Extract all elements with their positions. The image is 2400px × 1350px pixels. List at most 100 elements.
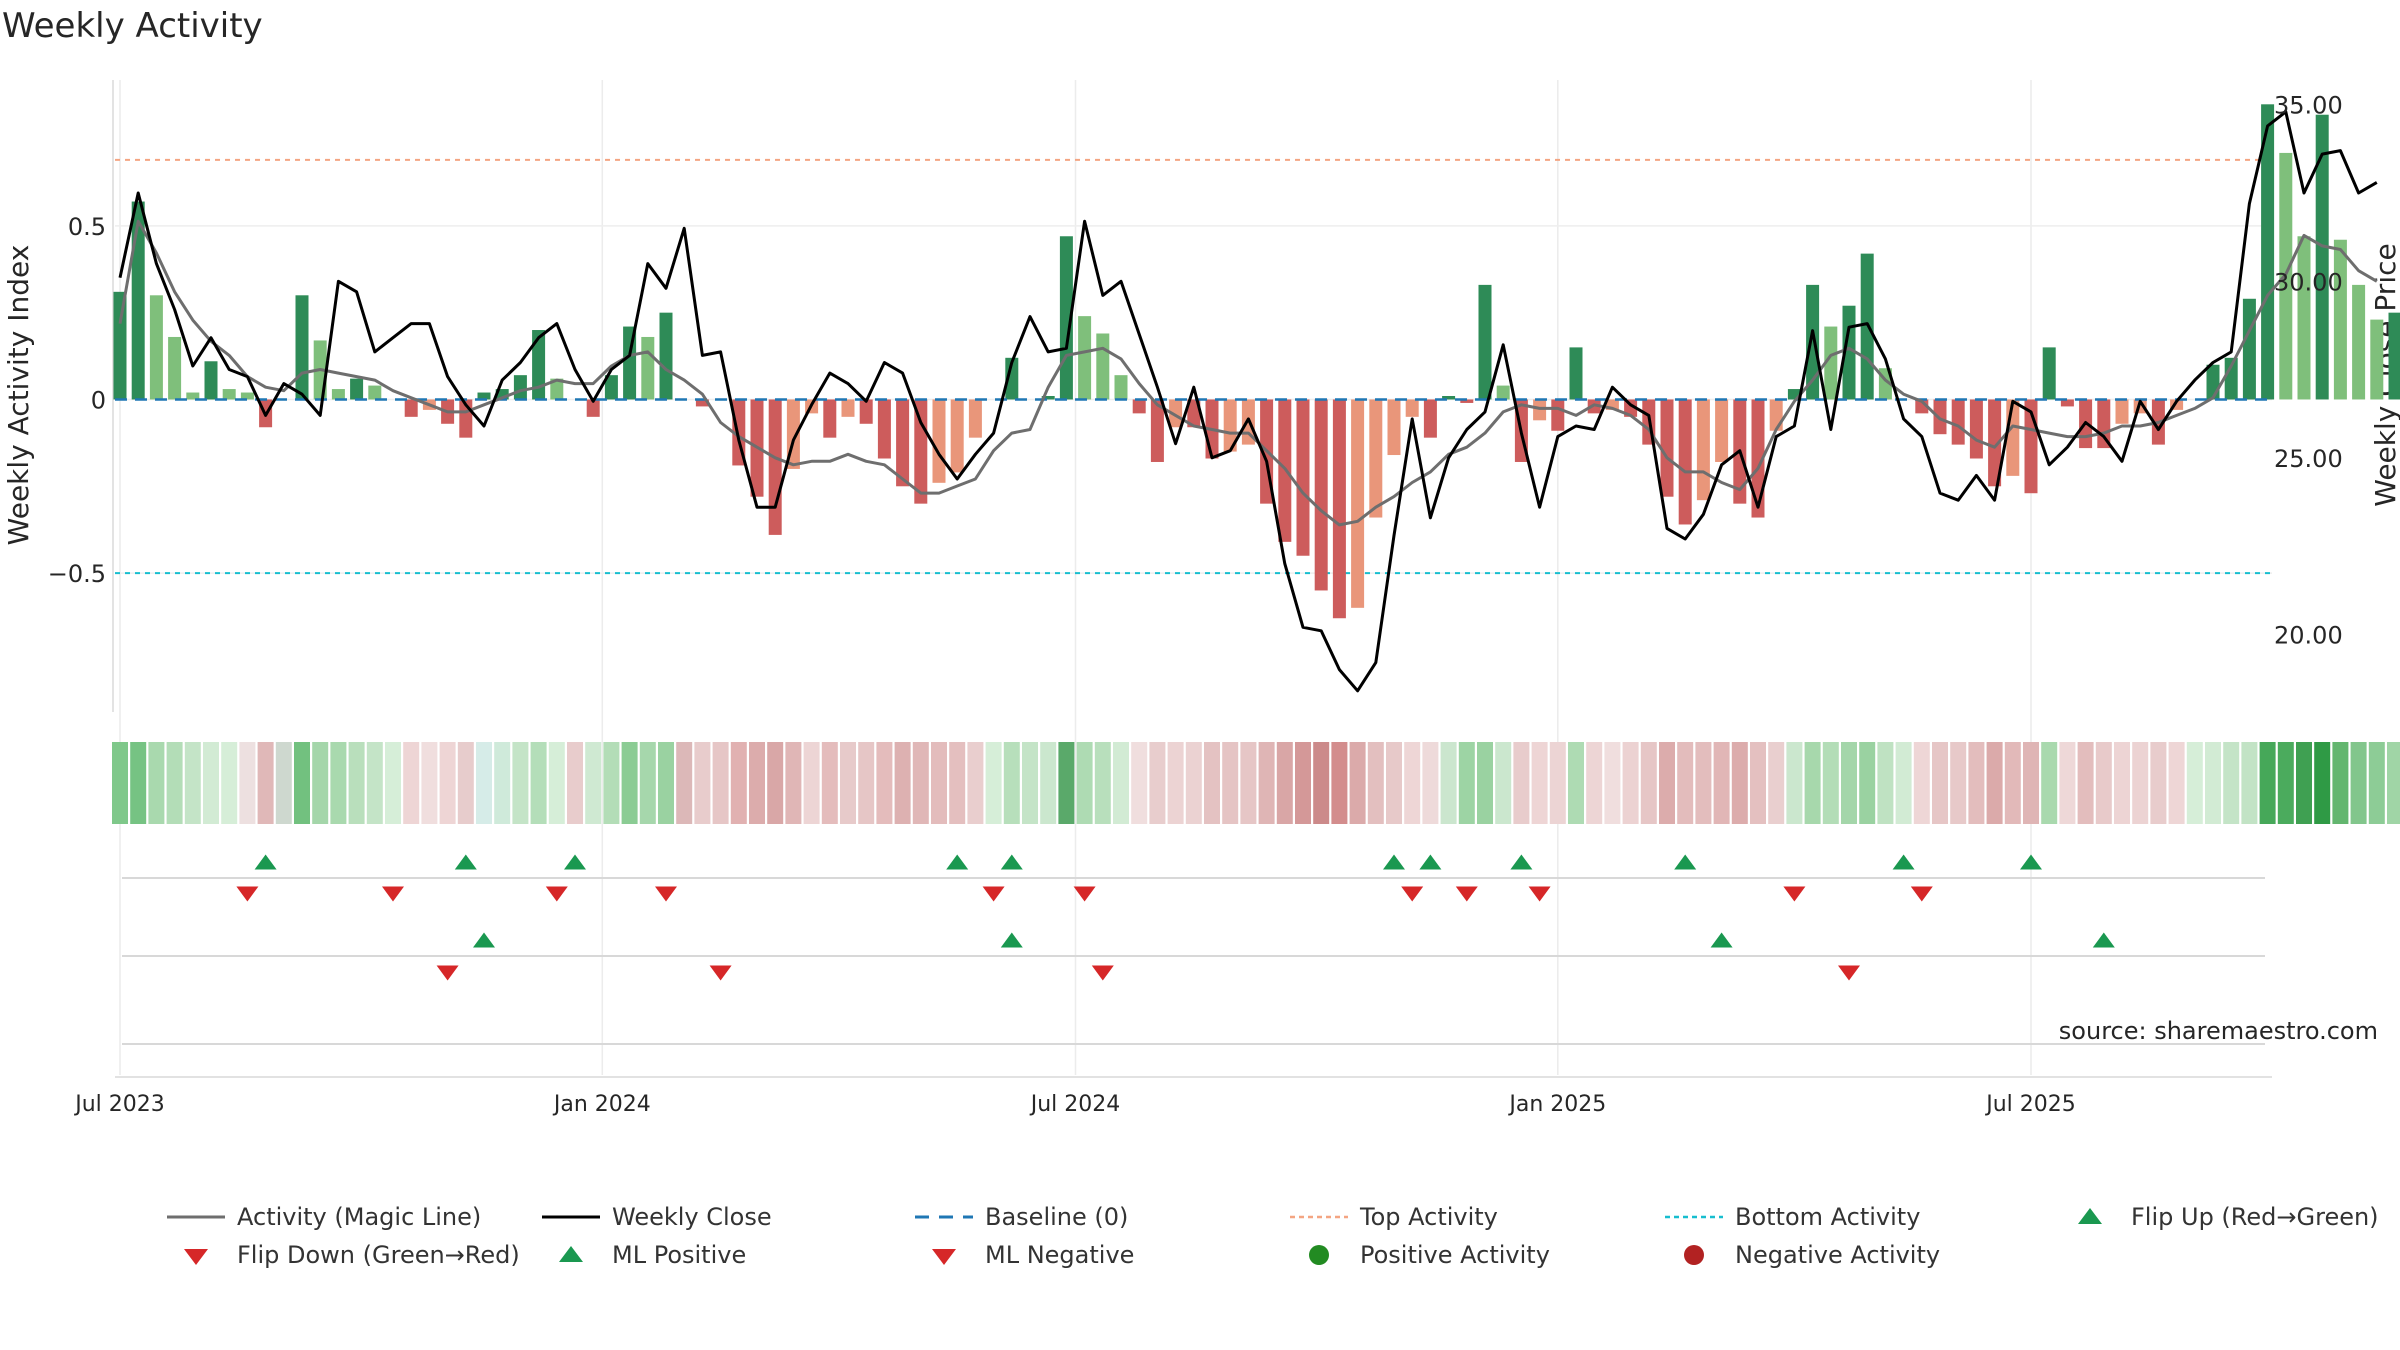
activity-bar: [896, 399, 910, 487]
x-tick-label: Jul 2023: [73, 1092, 165, 1117]
strip-cell: [1076, 742, 1093, 824]
strip-cell: [457, 742, 474, 824]
activity-bar: [1787, 389, 1801, 400]
activity-bar: [1988, 399, 2002, 487]
strip-cell: [639, 742, 656, 824]
strip-cell: [2186, 742, 2203, 824]
strip-cell: [1859, 742, 1876, 824]
strip-cell: [1204, 742, 1220, 824]
activity-bar: [1715, 399, 1729, 462]
strip-cell: [1495, 742, 1512, 824]
strip-cell: [840, 742, 856, 824]
flip-up-marker: [254, 854, 277, 870]
strip-cell: [130, 742, 147, 824]
legend-negative-activity-swatch: [1684, 1245, 1704, 1265]
activity-bar: [1405, 399, 1419, 417]
strip-cell: [676, 742, 693, 824]
strip-cell: [658, 742, 674, 824]
legend-positive-activity-label: Positive Activity: [1360, 1241, 1550, 1269]
flip-down-marker: [1910, 886, 1933, 902]
strip-cell: [2114, 742, 2130, 824]
legend-negative-activity-label: Negative Activity: [1735, 1241, 1940, 1269]
strip-cell: [2023, 742, 2039, 824]
activity-bar: [2170, 399, 2184, 410]
activity-bar: [1114, 375, 1128, 400]
strip-cell: [312, 742, 329, 824]
flip-up-marker: [1892, 854, 1915, 870]
activity-bar: [2297, 236, 2311, 400]
strip-cell: [1185, 742, 1202, 824]
legend-weekly-close-label: Weekly Close: [612, 1203, 772, 1231]
strip-cell: [1640, 742, 1657, 824]
legend-flip-down-swatch: [184, 1249, 208, 1265]
activity-bar: [513, 375, 527, 400]
activity-bar: [331, 389, 345, 400]
y2-tick-label: 25.00: [2274, 445, 2343, 473]
strip-cell: [494, 742, 511, 824]
activity-bar: [1169, 399, 1183, 428]
flip-down-marker: [1783, 886, 1806, 902]
strip-cell: [2223, 742, 2240, 824]
strip-cell: [603, 742, 620, 824]
strip-cell: [2277, 742, 2294, 824]
activity-bar: [495, 389, 509, 400]
strip-cell: [1841, 742, 1857, 824]
activity-bar: [2261, 104, 2275, 400]
strip-cell: [2168, 742, 2185, 824]
activity-heat-strip: [112, 742, 2400, 824]
strip-cell: [2314, 742, 2331, 824]
strip-cell: [1695, 742, 1712, 824]
activity-bar: [477, 392, 491, 400]
activity-bar: [2060, 399, 2074, 407]
strip-cell: [567, 742, 583, 824]
activity-bar: [1496, 385, 1510, 400]
weekly-close-series: [118, 110, 2378, 693]
strip-cell: [330, 742, 347, 824]
strip-cell: [2041, 742, 2058, 824]
strip-cell: [1003, 742, 1020, 824]
y2-tick-label: 30.00: [2274, 268, 2343, 296]
strip-cell: [1477, 742, 1493, 824]
strip-cell: [1986, 742, 2003, 824]
flip-down-marker: [982, 886, 1005, 902]
activity-bar: [932, 399, 946, 483]
strip-cell: [1968, 742, 1985, 824]
activity-bar: [1696, 399, 1710, 501]
activity-bar: [1951, 399, 1965, 445]
strip-cell: [1913, 742, 1930, 824]
activity-bar: [586, 399, 600, 417]
activity-bar: [2115, 399, 2129, 424]
flip-down-marker: [1528, 886, 1551, 902]
strip-cell: [112, 742, 128, 824]
strip-cell: [294, 742, 310, 824]
strip-cell: [1804, 742, 1821, 824]
strip-cell: [257, 742, 274, 824]
strip-cell: [1094, 742, 1111, 824]
y-tick-label: 0: [91, 386, 106, 414]
strip-cell: [2004, 742, 2021, 824]
strip-cell: [1622, 742, 1639, 824]
strip-cell: [348, 742, 365, 824]
strip-cell: [1022, 742, 1038, 824]
grid-layer: [112, 80, 2272, 1078]
flip-up-marker: [454, 854, 477, 870]
strip-cell: [1659, 742, 1675, 824]
ml-positive-marker: [1710, 932, 1733, 948]
strip-cell: [275, 742, 292, 824]
activity-bar: [1660, 399, 1674, 497]
activity-bar: [2333, 239, 2347, 400]
activity-bar: [350, 378, 364, 400]
activity-bar: [1423, 399, 1437, 438]
x-tick-label: Jan 2024: [552, 1092, 651, 1117]
strip-cell: [1349, 742, 1366, 824]
strip-cell: [385, 742, 401, 824]
activity-bar: [1332, 399, 1346, 619]
strip-cell: [548, 742, 565, 824]
activity-bar: [1296, 399, 1310, 556]
strip-cell: [712, 742, 729, 824]
activity-bar: [1314, 399, 1328, 591]
strip-cell: [2132, 742, 2149, 824]
activity-bar: [1187, 399, 1201, 428]
strip-cell: [1113, 742, 1129, 824]
strip-cell: [1258, 742, 1275, 824]
